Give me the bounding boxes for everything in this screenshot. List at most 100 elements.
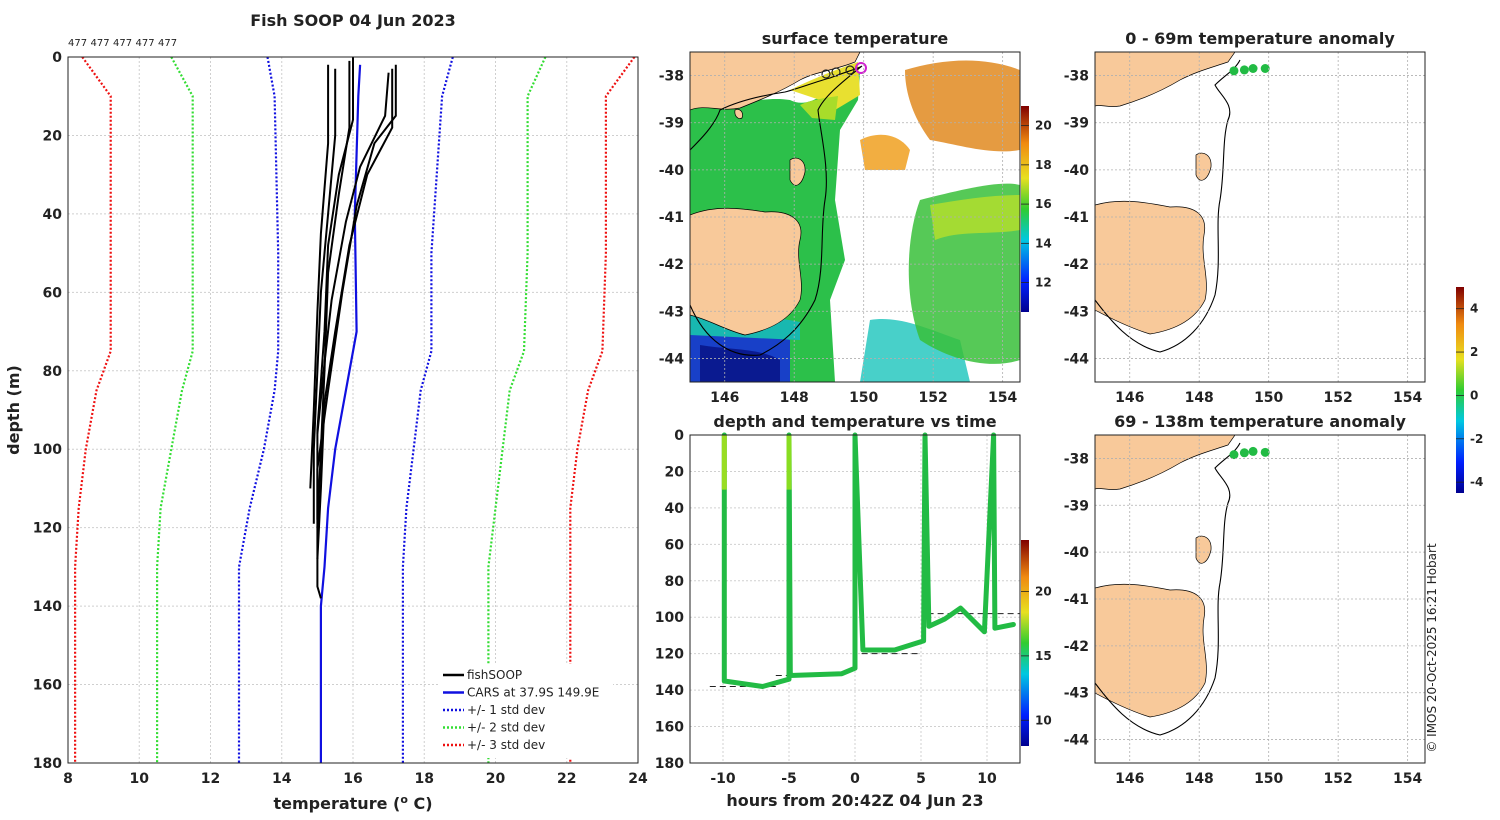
profile-series-cars (319, 64, 362, 763)
profile-y-tick: 140 (33, 599, 62, 615)
profile-y-ticks: 0 20 40 60 80 100 120 140 160 180 (33, 50, 62, 772)
dt-y-tick: 0 (674, 428, 684, 444)
depth-time-colorbar-ticks: 10 15 20 (1021, 585, 1052, 727)
anomaly-colorbar-tick: 2 (1470, 345, 1478, 359)
profile-series-std2_left (156, 56, 194, 763)
depth-time-axes-box (689, 434, 1021, 764)
anomaly-0-69-flinders-island (1195, 152, 1212, 181)
depth-time-panel: depth and temperature vs time -10 -5 0 5 100… (655, 412, 1052, 810)
map-y-tick: -41 (659, 210, 684, 226)
profile-x-tick: 8 (63, 771, 73, 787)
legend-label: CARS at 37.9S 149.9E (467, 686, 599, 700)
anomaly-0-69-ticks: 146 148 150 152 154 -38 -39 -40 -41 -42 -43 -44 (1064, 69, 1423, 406)
map-x-tick: 152 (919, 390, 948, 406)
anomaly-69-138-isobath (1095, 442, 1241, 736)
map-y-tick: -39 (1064, 116, 1089, 132)
profile-x-tick: 20 (486, 771, 506, 787)
map-x-tick: 150 (849, 390, 878, 406)
anomaly-panel-0-69m: 0 - 69m temperature anomaly 146 148 150 152… (1064, 29, 1426, 406)
profile-series-std1_right (401, 56, 454, 763)
legend-label: fishSOOP (467, 668, 522, 682)
profile-x-label: temperature (o C) (273, 793, 432, 813)
profile-grid (67, 56, 639, 764)
map-y-tick: -40 (659, 163, 685, 179)
sst-cold-patch-2 (700, 345, 780, 382)
map-y-tick: -44 (1064, 733, 1090, 749)
profile-count-label: 477 (68, 38, 87, 49)
anomaly-point (1229, 66, 1239, 76)
profile-title: Fish SOOP 04 Jun 2023 (250, 11, 456, 30)
anomaly-colorbar-tick: 4 (1470, 302, 1478, 316)
dt-x-tick: -10 (710, 771, 736, 787)
profile-y-tick: 20 (43, 128, 63, 144)
profile-count-label: 477 (136, 38, 155, 49)
profile-series-fish7 (316, 72, 390, 434)
map-x-tick: 148 (780, 390, 809, 406)
profile-y-tick: 80 (43, 364, 63, 380)
sst-axes-box (689, 51, 1021, 383)
sst-orange-patch (860, 134, 910, 170)
profile-x-ticks: 8 10 12 14 16 18 20 22 24 (63, 771, 648, 787)
dt-y-tick: 60 (665, 537, 685, 553)
anomaly-point (1260, 447, 1270, 457)
dt-x-tick: 0 (850, 771, 860, 787)
profile-x-tick: 18 (415, 771, 434, 787)
sst-station-marker (845, 65, 855, 75)
map-y-tick: -42 (1064, 639, 1089, 655)
dt-y-tick: 120 (655, 647, 684, 663)
dt-track (721, 432, 1016, 689)
map-x-tick: 154 (988, 390, 1017, 406)
profile-y-tick: 60 (43, 285, 63, 301)
copyright-text: © IMOS 20-Oct-2025 16:21 Hobart (1425, 543, 1439, 753)
dt-y-tick: 40 (665, 501, 685, 517)
map-y-tick: -42 (659, 257, 684, 273)
sst-offshore-yellow (930, 195, 1020, 240)
sst-isobath (690, 65, 863, 356)
profile-count-label: 477 (158, 38, 177, 49)
anomaly-69-138-title: 69 - 138m temperature anomaly (1114, 412, 1406, 431)
profile-x-tick: 10 (130, 771, 150, 787)
map-y-tick: -42 (1064, 257, 1089, 273)
sst-grid (690, 52, 1020, 382)
profile-series-fish4 (316, 68, 394, 560)
map-y-tick: -41 (1064, 592, 1089, 608)
profile-y-tick: 40 (43, 207, 63, 223)
sst-colorbar-ticks: 12 14 16 18 20 (1021, 119, 1052, 290)
anomaly-69-138-grid (1095, 435, 1425, 763)
sst-map-content (690, 52, 1020, 382)
dt-y-tick: 140 (655, 683, 684, 699)
profile-y-tick: 160 (33, 678, 62, 694)
anomaly-0-69-grid (1095, 52, 1425, 382)
map-x-tick: 150 (1254, 390, 1283, 406)
anomaly-panel-69-138m: 69 - 138m temperature anomaly 146 148 150 1… (1064, 412, 1426, 787)
map-y-tick: -40 (1064, 163, 1090, 179)
legend-box (438, 664, 613, 758)
profile-x-tick: 14 (272, 771, 292, 787)
map-x-tick: 146 (1115, 390, 1144, 406)
profile-series-std2_right (487, 56, 547, 763)
sst-station-markers (821, 62, 867, 79)
profile-y-tick: 120 (33, 521, 62, 537)
dt-y-tick: 100 (655, 610, 684, 626)
sst-flinders-island (789, 157, 806, 186)
map-y-tick: -44 (659, 351, 685, 367)
map-y-tick: -39 (659, 116, 684, 132)
sst-colorbar-tick: 16 (1035, 197, 1052, 211)
anomaly-point (1239, 448, 1249, 458)
dt-y-tick: 80 (665, 574, 685, 590)
dt-x-tick: 5 (916, 771, 926, 787)
profile-series-std3_right (569, 56, 636, 763)
dt-colorbar-tick: 20 (1035, 585, 1052, 599)
anomaly-colorbar-tick: -4 (1470, 475, 1483, 489)
map-x-tick: 148 (1185, 771, 1214, 787)
map-x-tick: 152 (1324, 771, 1353, 787)
map-x-tick: 154 (1393, 390, 1422, 406)
sst-station-marker (821, 69, 831, 79)
map-x-tick: 148 (1185, 390, 1214, 406)
profile-x-tick: 16 (343, 771, 362, 787)
anomaly-0-69-axes-box (1094, 51, 1426, 383)
profile-axes-box (67, 56, 639, 764)
anomaly-0-69-isobath (1095, 59, 1241, 353)
map-y-tick: -38 (1064, 69, 1089, 85)
